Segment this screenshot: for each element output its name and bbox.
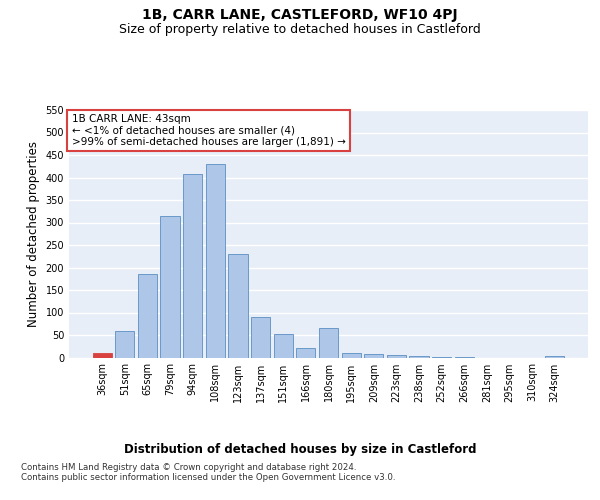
Bar <box>160 216 180 358</box>
Bar <box>341 353 361 358</box>
Bar <box>274 334 293 357</box>
Text: Size of property relative to detached houses in Castleford: Size of property relative to detached ho… <box>119 22 481 36</box>
Bar <box>206 164 225 358</box>
Bar <box>364 354 383 358</box>
Bar <box>319 328 338 358</box>
Bar <box>251 317 270 358</box>
Y-axis label: Number of detached properties: Number of detached properties <box>27 141 40 327</box>
Text: 1B CARR LANE: 43sqm
← <1% of detached houses are smaller (4)
>99% of semi-detach: 1B CARR LANE: 43sqm ← <1% of detached ho… <box>71 114 346 147</box>
Text: Distribution of detached houses by size in Castleford: Distribution of detached houses by size … <box>124 442 476 456</box>
Bar <box>545 356 565 358</box>
Bar <box>387 355 406 358</box>
Bar <box>229 254 248 358</box>
Bar <box>432 356 451 358</box>
Text: Contains HM Land Registry data © Crown copyright and database right 2024.
Contai: Contains HM Land Registry data © Crown c… <box>21 462 395 482</box>
Bar <box>409 356 428 358</box>
Bar <box>92 353 112 358</box>
Bar <box>296 348 316 358</box>
Bar <box>138 274 157 357</box>
Bar <box>115 330 134 357</box>
Bar <box>183 174 202 358</box>
Text: 1B, CARR LANE, CASTLEFORD, WF10 4PJ: 1B, CARR LANE, CASTLEFORD, WF10 4PJ <box>142 8 458 22</box>
